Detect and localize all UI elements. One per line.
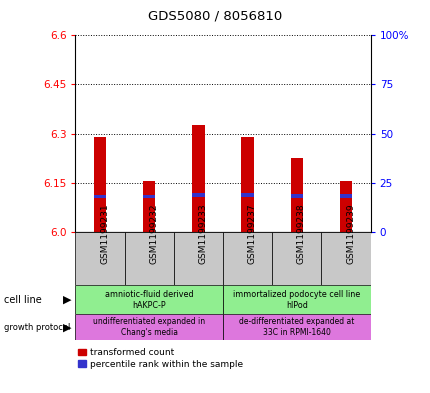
Text: amniotic-fluid derived
hAKPC-P: amniotic-fluid derived hAKPC-P <box>104 290 193 310</box>
Bar <box>290 194 302 198</box>
Legend: transformed count, percentile rank within the sample: transformed count, percentile rank withi… <box>77 348 242 369</box>
Bar <box>241 137 253 232</box>
Bar <box>124 232 173 285</box>
Bar <box>75 285 223 314</box>
Text: GSM1199239: GSM1199239 <box>345 203 354 264</box>
Text: ▶: ▶ <box>62 322 71 332</box>
Text: growth protocol: growth protocol <box>4 323 71 332</box>
Bar <box>94 137 106 232</box>
Bar <box>290 158 302 232</box>
Text: GSM1199238: GSM1199238 <box>296 203 305 264</box>
Bar <box>339 181 351 232</box>
Bar <box>223 232 272 285</box>
Bar <box>75 232 124 285</box>
Bar <box>272 232 321 285</box>
Bar <box>241 193 253 197</box>
Bar <box>339 194 351 198</box>
Text: cell line: cell line <box>4 295 42 305</box>
Text: GSM1199237: GSM1199237 <box>247 203 256 264</box>
Bar <box>143 195 155 198</box>
Text: GSM1199231: GSM1199231 <box>100 203 109 264</box>
Text: immortalized podocyte cell line
hIPod: immortalized podocyte cell line hIPod <box>233 290 359 310</box>
Bar <box>94 195 106 198</box>
Text: undifferentiated expanded in
Chang's media: undifferentiated expanded in Chang's med… <box>93 317 205 337</box>
Bar <box>143 181 155 232</box>
Text: GSM1199232: GSM1199232 <box>149 203 158 264</box>
Text: GDS5080 / 8056810: GDS5080 / 8056810 <box>148 10 282 23</box>
Bar <box>223 314 370 340</box>
Bar <box>321 232 370 285</box>
Bar <box>192 193 204 197</box>
Text: GSM1199233: GSM1199233 <box>198 203 207 264</box>
Bar <box>173 232 223 285</box>
Text: de-differentiated expanded at
33C in RPMI-1640: de-differentiated expanded at 33C in RPM… <box>239 317 354 337</box>
Text: ▶: ▶ <box>62 295 71 305</box>
Bar <box>75 314 223 340</box>
Bar <box>223 285 370 314</box>
Bar <box>192 125 204 232</box>
